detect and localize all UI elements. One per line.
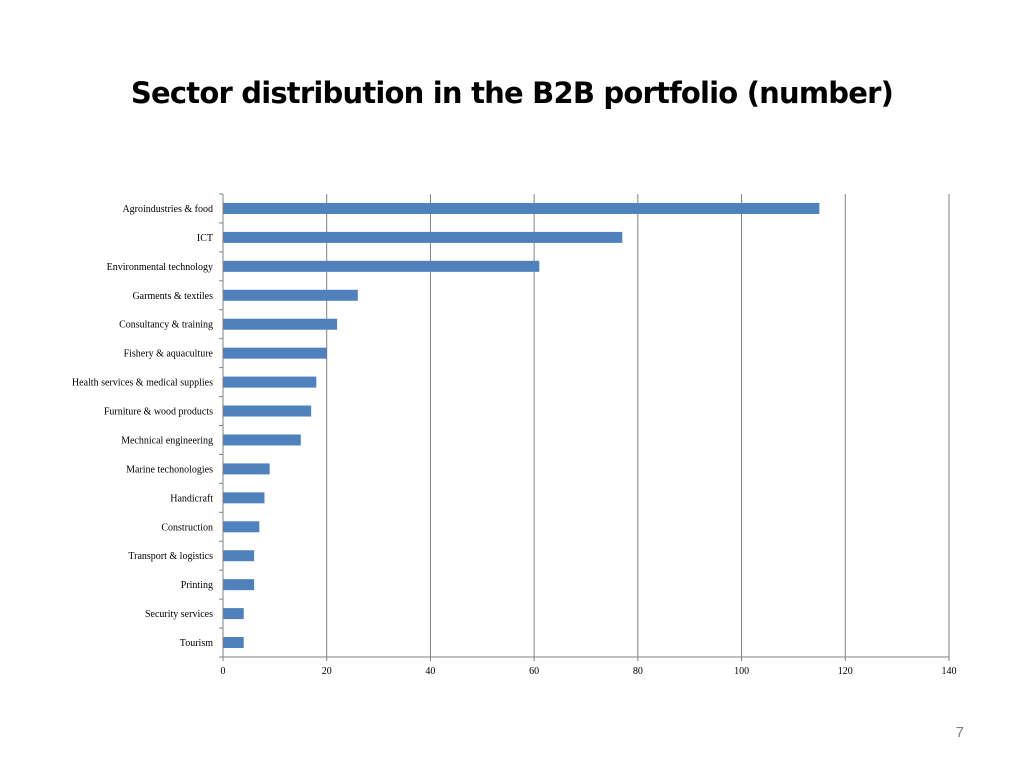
x-tick-label: 0 <box>221 666 226 677</box>
x-tick-label: 40 <box>425 666 435 677</box>
x-tick-label: 60 <box>529 666 539 677</box>
bar <box>223 579 255 591</box>
category-label: Environmental technology <box>107 262 213 273</box>
category-label: Construction <box>161 522 213 533</box>
axes <box>219 193 950 661</box>
bar <box>223 550 255 562</box>
category-label: ICT <box>197 233 213 244</box>
category-label: Security services <box>145 609 213 620</box>
x-tick-label: 20 <box>322 666 332 677</box>
category-label: Agroindustries & food <box>122 204 213 215</box>
bar <box>223 260 540 272</box>
category-label: Fishery & aquaculture <box>124 349 214 360</box>
bars <box>223 202 820 649</box>
x-tick-label: 100 <box>734 666 749 677</box>
category-label: Handicraft <box>170 493 213 504</box>
category-label: Transport & logistics <box>128 551 213 562</box>
category-label: Printing <box>181 580 213 591</box>
category-label: Health services & medical supplies <box>72 378 213 389</box>
bar <box>223 318 338 330</box>
bar <box>223 202 820 214</box>
category-labels: Agroindustries & food ICT Environmental te… <box>72 204 214 649</box>
x-tick-label: 140 <box>942 666 957 677</box>
slide-title: Sector distribution in the B2B portfolio… <box>130 76 894 110</box>
x-tick-label: 80 <box>633 666 643 677</box>
bar <box>223 405 312 417</box>
bar <box>223 347 327 359</box>
bar <box>223 376 317 388</box>
category-label: Tourism <box>180 638 213 649</box>
bar <box>223 231 623 243</box>
category-label: Marine techonologies <box>126 464 213 475</box>
bar <box>223 492 265 504</box>
category-label: Consultancy & training <box>119 320 213 331</box>
bar <box>223 289 358 301</box>
tick-labels: 0 20 40 60 80 100 120 140 <box>221 666 957 677</box>
bar <box>223 463 270 475</box>
bar <box>223 434 301 446</box>
page-number: 7 <box>955 724 964 741</box>
category-label: Mechnical engineering <box>121 435 213 446</box>
category-label: Garments & textiles <box>132 291 213 302</box>
bar <box>223 521 260 533</box>
x-tick-label: 120 <box>838 666 853 677</box>
bar <box>223 608 244 620</box>
bar <box>223 637 244 649</box>
category-label: Furniture & wood products <box>104 407 213 418</box>
